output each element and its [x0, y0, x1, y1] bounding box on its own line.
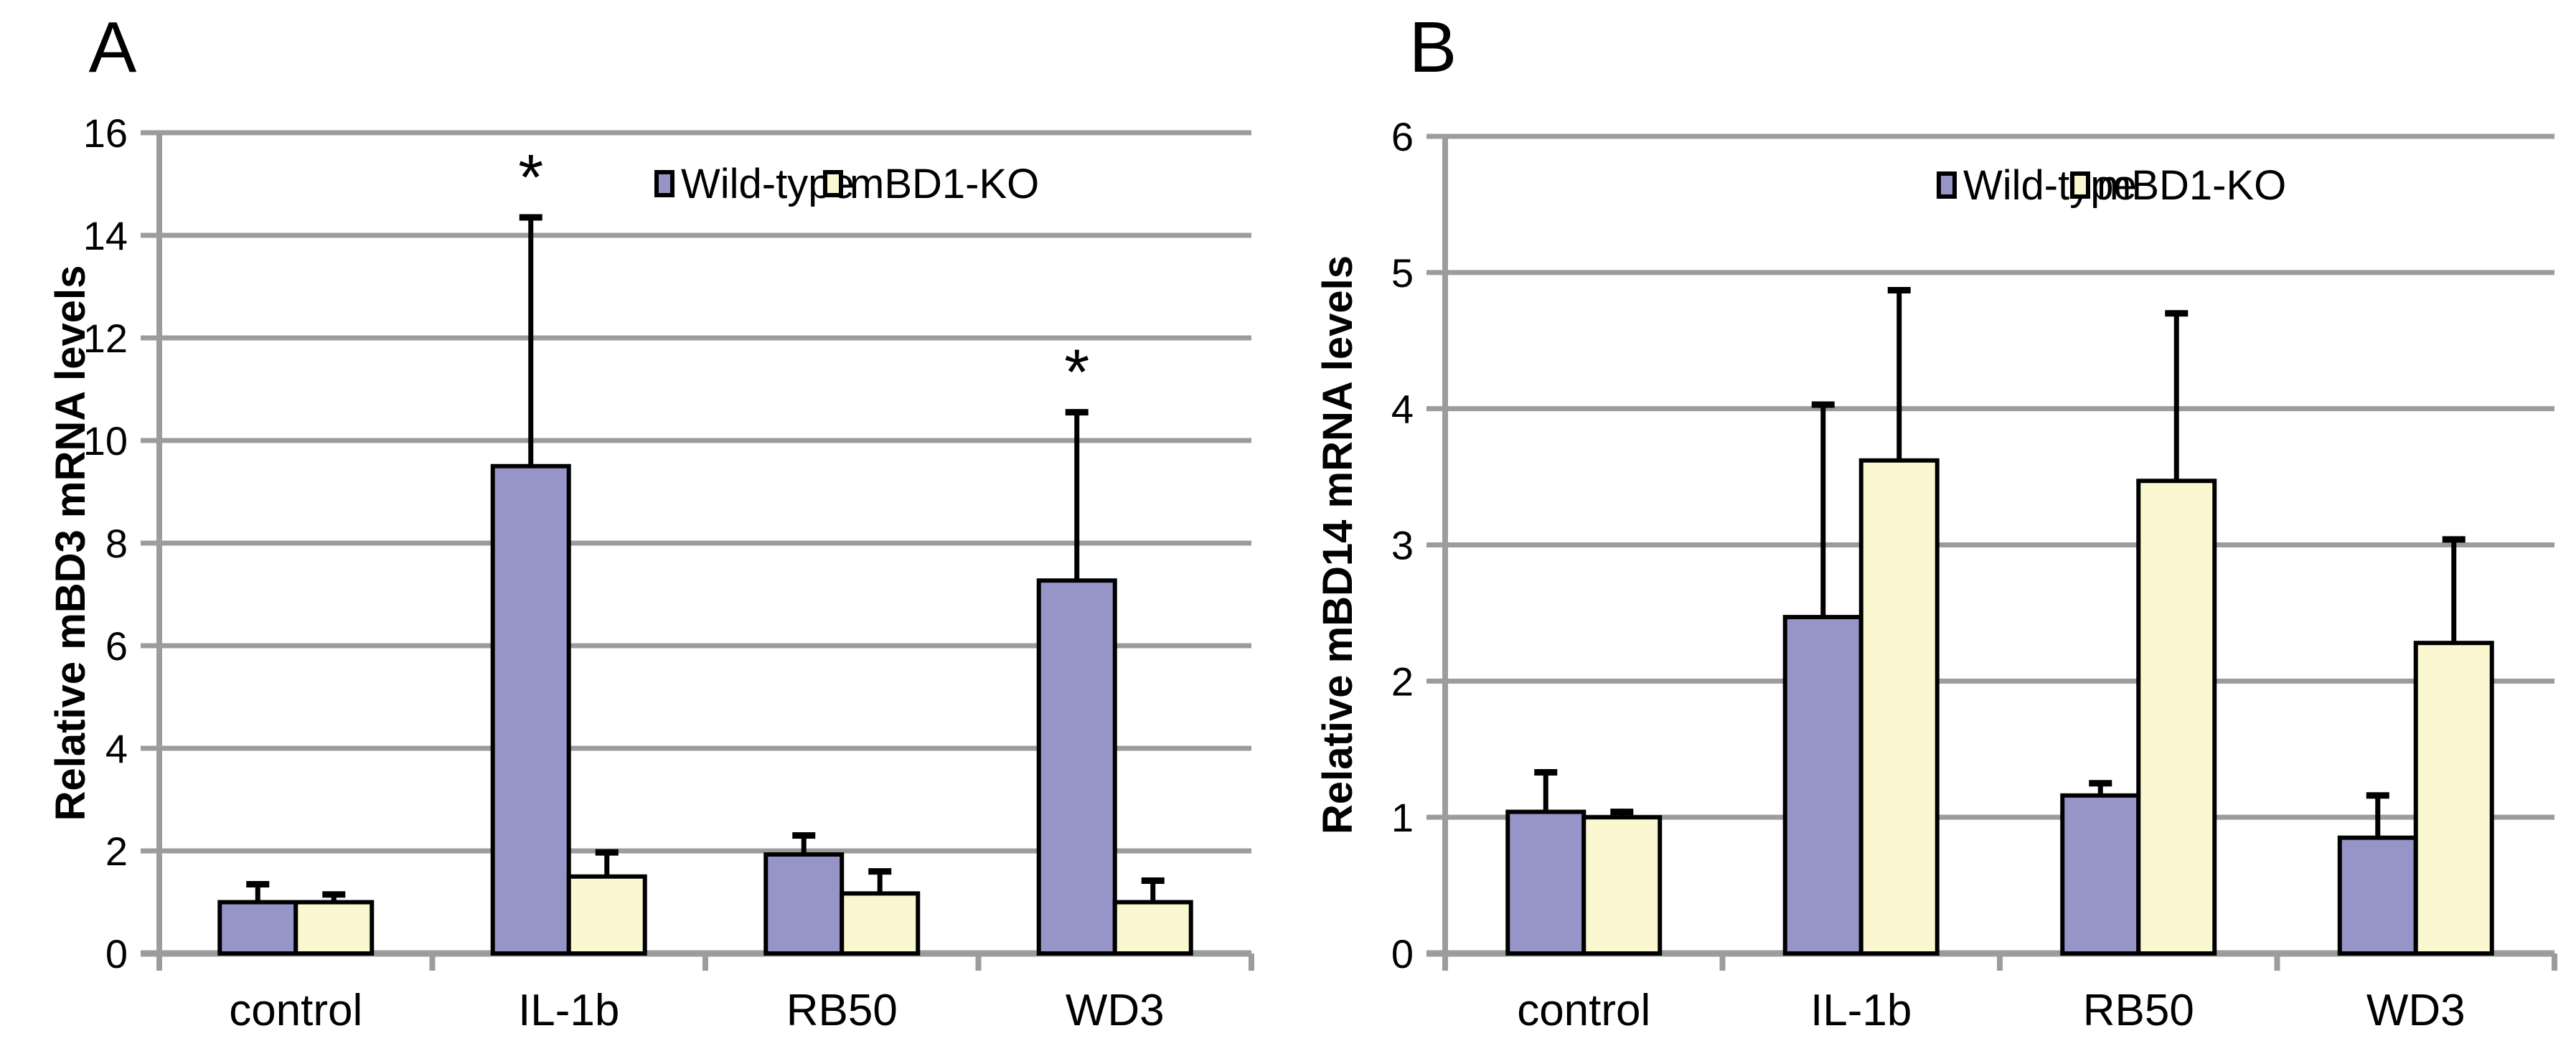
bar-A-RB50-mBD1-KO [840, 891, 921, 956]
y-tick-label-A-14: 14 [83, 213, 128, 258]
bar-A-control-mBD1-KO [293, 900, 375, 956]
y-tick-label-A-10: 10 [83, 418, 128, 463]
significance-asterisk-A-WD3: * [1064, 337, 1089, 409]
y-tick-label-B-3: 3 [1391, 523, 1414, 568]
bar-A-control-Wild-type [217, 900, 299, 956]
bar-A-IL-1b-Wild-type [490, 463, 571, 956]
bar-A-RB50-Wild-type [763, 852, 845, 956]
bar-B-IL-1b-mBD1-KO [1858, 458, 1940, 956]
y-tick-label-A-6: 6 [105, 623, 128, 669]
x-category-label-A-WD3: WD3 [1066, 986, 1165, 1035]
legend-swatch-A-Wild-type [654, 170, 674, 197]
panel-letter-B: B [1409, 7, 1457, 88]
y-axis-title-A: Relative mBD3 mRNA levels [47, 265, 94, 821]
bar-B-WD3-mBD1-KO [2413, 641, 2494, 956]
y-tick-label-B-0: 0 [1391, 931, 1414, 976]
bar-A-WD3-mBD1-KO [1112, 900, 1193, 956]
y-tick-label-A-0: 0 [105, 931, 128, 976]
legend-swatch-B-mBD1-KO [2070, 171, 2090, 199]
bar-B-RB50-Wild-type [2060, 793, 2141, 956]
bar-A-WD3-Wild-type [1036, 578, 1117, 956]
y-axis-title-B: Relative mBD14 mRNA levels [1315, 255, 1361, 834]
x-category-label-B-RB50: RB50 [2083, 986, 2194, 1035]
legend-label-B-mBD1-KO: mBD1-KO [2097, 162, 2286, 209]
x-category-label-A-control: control [229, 986, 362, 1035]
y-tick-label-B-4: 4 [1391, 387, 1414, 432]
bar-A-IL-1b-mBD1-KO [566, 874, 647, 956]
significance-asterisk-A-IL-1b: * [518, 142, 543, 214]
bar-B-WD3-Wild-type [2337, 835, 2418, 956]
legend-swatch-A-mBD1-KO [823, 170, 843, 197]
legend-swatch-B-Wild-type [1937, 171, 1957, 199]
legend-label-A-mBD1-KO: mBD1-KO [850, 161, 1039, 207]
panel-letter-A: A [89, 7, 137, 88]
y-tick-label-B-6: 6 [1391, 114, 1414, 159]
y-tick-label-B-1: 1 [1391, 795, 1414, 840]
x-category-label-A-RB50: RB50 [786, 986, 898, 1035]
y-tick-label-B-5: 5 [1391, 250, 1414, 296]
y-tick-label-A-16: 16 [83, 110, 128, 156]
x-category-label-B-IL-1b: IL-1b [1810, 986, 1912, 1035]
y-tick-label-A-8: 8 [105, 521, 128, 566]
bar-B-RB50-mBD1-KO [2136, 479, 2217, 956]
y-tick-label-B-2: 2 [1391, 659, 1414, 704]
bar-B-control-mBD1-KO [1581, 815, 1663, 956]
x-category-label-B-control: control [1517, 986, 1650, 1035]
legend-label-B-Wild-type: Wild-type [1963, 162, 2137, 209]
y-tick-label-A-2: 2 [105, 829, 128, 874]
y-tick-label-A-12: 12 [83, 316, 128, 361]
x-category-label-A-IL-1b: IL-1b [518, 986, 619, 1035]
bar-B-control-Wild-type [1505, 809, 1587, 956]
x-category-label-B-WD3: WD3 [2366, 986, 2465, 1035]
y-tick-label-A-4: 4 [105, 726, 128, 771]
bar-B-IL-1b-Wild-type [1782, 615, 1863, 956]
